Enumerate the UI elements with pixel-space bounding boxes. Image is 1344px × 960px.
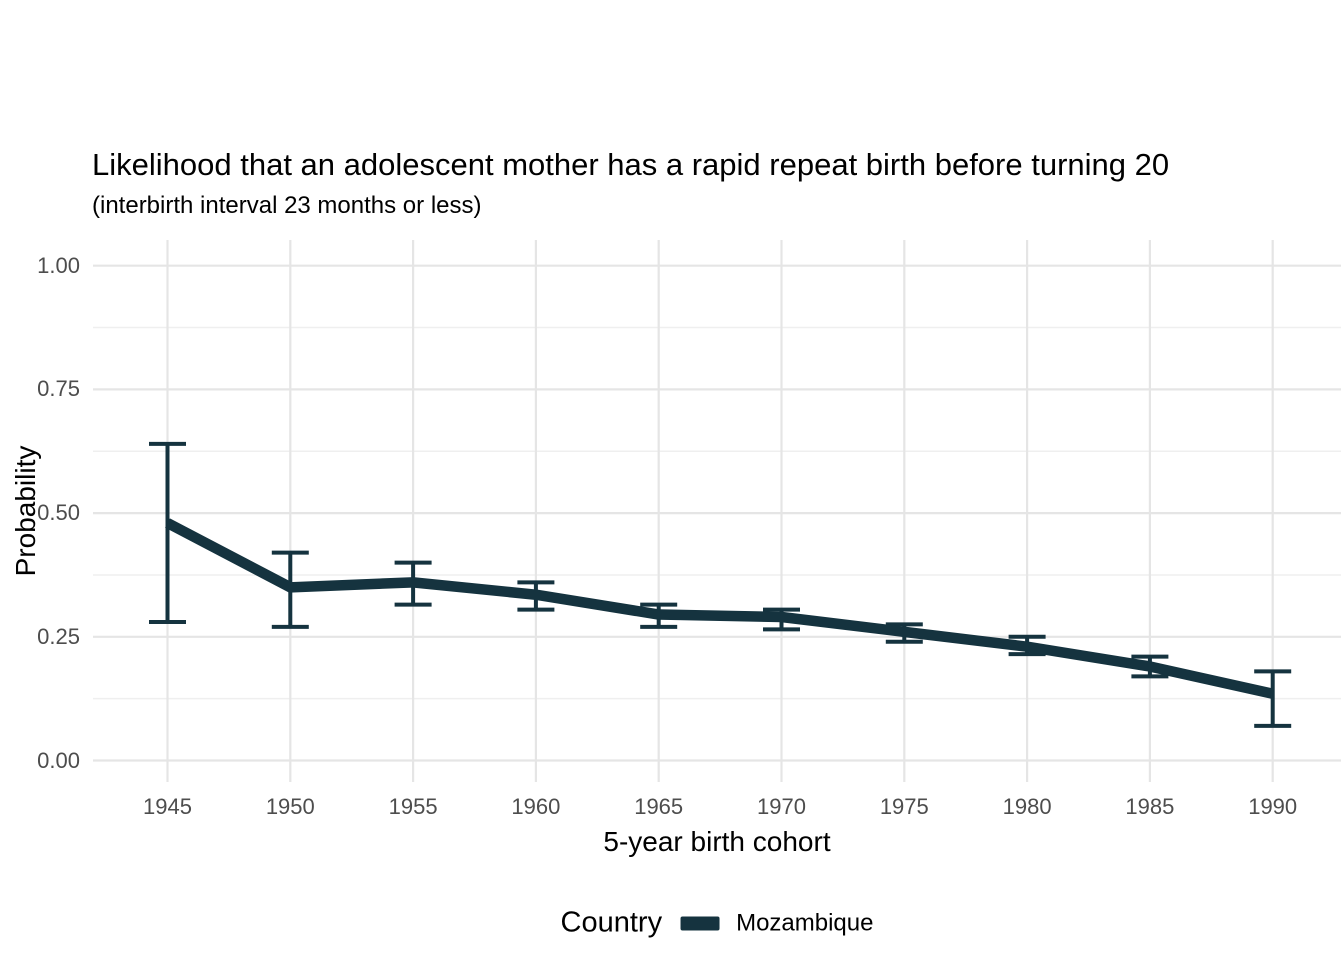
- y-axis-title: Probability: [10, 445, 41, 577]
- legend-series-label: Mozambique: [736, 909, 874, 936]
- x-tick-label-1975: 1975: [879, 794, 929, 819]
- legend-title: Country: [560, 906, 663, 939]
- x-tick-label-1965: 1965: [634, 794, 684, 819]
- series-line-mozambique: [165, 518, 1274, 699]
- y-tick-label-0.25: 0.25: [37, 623, 80, 649]
- legend-series-swatch: [680, 916, 720, 930]
- y-tick-label-0.00: 0.00: [37, 747, 80, 773]
- x-tick-label-1945: 1945: [143, 794, 192, 819]
- legend: Country Mozambique: [561, 907, 874, 940]
- x-tick-label-1950: 1950: [265, 794, 315, 819]
- chart-title: Likelihood that an adolescent mother has…: [92, 147, 1170, 182]
- x-tick-label-1990: 1990: [1248, 794, 1298, 819]
- x-tick-label-1960: 1960: [511, 794, 561, 819]
- x-tick-label-1980: 1980: [1002, 794, 1052, 819]
- x-axis-title: 5-year birth cohort: [603, 826, 831, 857]
- x-tick-label-1985: 1985: [1125, 794, 1175, 819]
- x-tick-label-1970: 1970: [757, 794, 806, 819]
- x-tick-label-1955: 1955: [388, 794, 438, 819]
- chart-subtitle: (interbirth interval 23 months or less): [92, 192, 482, 219]
- y-tick-label-0.50: 0.50: [37, 500, 80, 526]
- y-tick-label-1.00: 1.00: [37, 252, 80, 278]
- y-tick-label-0.75: 0.75: [37, 376, 80, 402]
